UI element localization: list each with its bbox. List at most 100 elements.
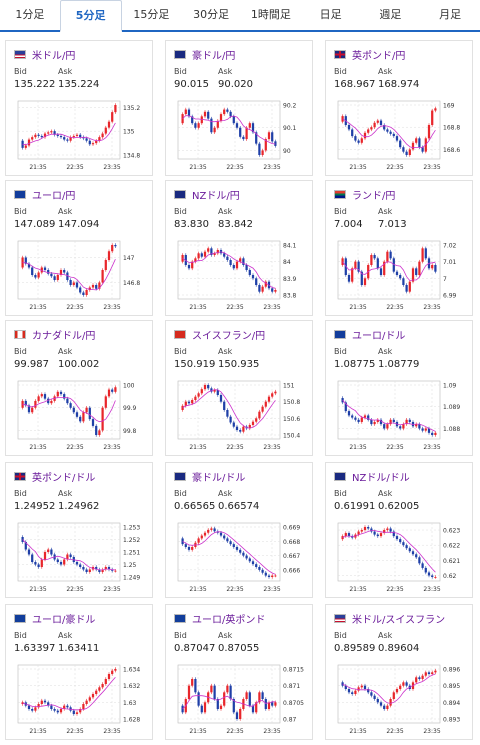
bid-value: 168.967 [334,79,376,90]
y-tick-label: 0.871 [283,683,300,690]
pair-name-link[interactable]: ランド/円 [352,190,396,202]
pair-name-link[interactable]: ユーロ/豪ドル [32,614,96,626]
pair-name-link[interactable]: ユーロ/ドル [352,330,406,342]
y-tick-label: 150.8 [283,399,300,406]
mini-candle-chart[interactable]: 100 99.9 99.8 21:35 22:35 23:35 [14,377,146,455]
candle-body [31,554,34,562]
candle-body [213,253,216,255]
rate-card[interactable]: ユーロ/円 Bid Ask 147.089 147.094 147 146.8 21:35 22… [5,180,153,316]
ask-label: Ask [378,489,393,498]
candle-body [40,700,43,704]
candle-body [392,531,395,537]
x-tick-label: 23:35 [263,164,280,171]
y-tick-label: 1.088 [443,426,460,433]
candle-body [418,557,421,564]
mini-candle-chart[interactable]: 1.634 1.632 1.63 1.628 21:35 22:35 23:35 [14,661,146,739]
candle-body [415,138,418,143]
rate-card[interactable]: 英ポンド/ドル Bid Ask 1.24952 1.24962 1.253 1.252 1.2… [5,462,153,598]
candle-body [347,275,351,282]
candle-body [242,136,245,140]
candle-body [402,682,405,686]
candle-body [184,109,187,115]
candle-body [264,699,267,709]
pair-name-link[interactable]: 英ポンド/円 [352,50,406,62]
y-tick-label: 83.9 [283,276,297,283]
bid-label: Bid [14,489,27,498]
candle-body [223,401,226,410]
mini-candle-chart[interactable]: 147 146.8 21:35 22:35 23:35 [14,237,146,315]
x-tick-label: 23:35 [103,728,120,735]
candle-body [418,424,421,429]
pair-name-link[interactable]: NZドル/円 [192,190,240,202]
rate-card[interactable]: ユーロ/豪ドル Bid Ask 1.63397 1.63411 1.634 1.632 1.6… [5,604,153,740]
y-tick-label: 146.8 [123,280,140,287]
tab-1hour[interactable]: 1時間足 [250,8,291,21]
rate-card[interactable]: ランド/円 Bid Ask 7.004 7.013 7.02 7.01 7 6.99 21:35 2… [325,180,473,316]
mini-candle-chart[interactable]: 0.623 0.622 0.621 0.62 21:35 22:35 23:35 [334,519,466,597]
candle-body [197,123,200,128]
pair-name-link[interactable]: ユーロ/円 [32,190,76,202]
mini-candle-chart[interactable]: 0.8715 0.871 0.8705 0.87 21:35 22:35 23:35 [174,661,306,739]
candle-body [411,142,415,150]
mini-candle-chart[interactable]: 151 150.8 150.6 150.4 21:35 22:35 23:35 [174,377,306,455]
ask-label: Ask [378,67,393,76]
pair-name-link[interactable]: 豪ドル/ドル [192,472,246,484]
mini-candle-chart[interactable]: 84.1 84 83.9 83.8 21:35 22:35 23:35 [174,237,306,315]
candle-body [219,395,223,402]
candle-body [261,569,264,573]
mini-candle-chart[interactable]: 0.896 0.895 0.894 0.893 21:35 22:35 23:35 [334,661,466,739]
tab-15min[interactable]: 15分足 [133,8,170,21]
rate-card[interactable]: ユーロ/英ポンド Bid Ask 0.87047 0.87055 0.8715 0.871 0… [165,604,313,740]
mini-candle-chart[interactable]: 90.2 90.1 90 21:35 22:35 23:35 [174,97,306,175]
pair-name-link[interactable]: スイスフラン/円 [192,330,266,342]
mini-candle-chart[interactable]: 135.2 135 134.8 21:35 22:35 23:35 [14,97,146,175]
pair-name-link[interactable]: 豪ドル/円 [192,50,236,62]
mini-candle-chart[interactable]: 1.253 1.252 1.251 1.25 1.249 21:35 22:35 23:35 [14,519,146,597]
pair-name-link[interactable]: カナダドル/円 [32,330,96,342]
rate-card[interactable]: 米ドル/円 Bid Ask 135.222 135.224 135.2 135 134.8 21… [5,40,153,176]
rate-card[interactable]: カナダドル/円 Bid Ask 99.987 100.002 100 99.9 99.8 21:… [5,320,153,456]
rate-card[interactable]: 豪ドル/ドル Bid Ask 0.66565 0.66574 0.669 0.668 0.66… [165,462,313,598]
candle-body [197,538,200,543]
bid-value: 99.987 [14,359,49,370]
pair-name-link[interactable]: 米ドル/スイスフラン [352,614,446,626]
candle-body [37,564,40,567]
y-tick-label: 135 [123,129,135,136]
rate-card[interactable]: スイスフラン/円 Bid Ask 150.919 150.935 151 150.8 150.… [165,320,313,456]
rate-card[interactable]: 米ドル/スイスフラン Bid Ask 0.89589 0.89604 0.896 0.895… [325,604,473,740]
candle-body [27,263,31,268]
tab-5min[interactable]: 5分足 [59,0,122,32]
candle-body [107,251,111,260]
rate-card[interactable]: NZドル/ドル Bid Ask 0.61991 0.62005 0.623 0.622 0.6… [325,462,473,598]
tab-30min[interactable]: 30分足 [193,8,230,21]
candle-body [431,265,434,269]
candle-body [383,424,386,429]
candle-body [360,685,363,688]
mini-candle-chart[interactable]: 1.09 1.089 1.088 21:35 22:35 23:35 [334,377,466,455]
rate-card[interactable]: NZドル/円 Bid Ask 83.830 83.842 84.1 84 83.9 83.8 21… [165,180,313,316]
candle-body [274,290,277,292]
pair-name-link[interactable]: 英ポンド/ドル [32,472,96,484]
mini-candle-chart[interactable]: 169 168.8 168.6 21:35 22:35 23:35 [334,97,466,175]
candle-body [50,400,53,404]
candle-body [431,672,434,674]
x-tick-label: 21:35 [189,444,206,451]
ask-label: Ask [58,347,73,356]
mini-candle-chart[interactable]: 7.02 7.01 7 6.99 21:35 22:35 23:35 [334,237,466,315]
y-tick-label: 0.622 [443,543,460,550]
mini-candle-chart[interactable]: 0.669 0.668 0.667 0.666 21:35 22:35 23:35 [174,519,306,597]
pair-name-link[interactable]: ユーロ/英ポンド [192,614,266,626]
tab-1min[interactable]: 1分足 [15,8,45,21]
tab-weekly[interactable]: 週足 [379,8,402,21]
tab-monthly[interactable]: 月足 [439,8,462,21]
pair-name-link[interactable]: 米ドル/円 [32,50,76,62]
candle-body [40,135,43,138]
candle-body [357,140,360,143]
rate-card[interactable]: 英ポンド/円 Bid Ask 168.967 168.974 169 168.8 168.6 2… [325,40,473,176]
pair-name-link[interactable]: NZドル/ドル [352,472,410,484]
rate-card[interactable]: 豪ドル/円 Bid Ask 90.015 90.020 90.2 90.1 90 21:35 22… [165,40,313,176]
candle-body [354,261,357,269]
candle-body [43,552,47,560]
tab-daily[interactable]: 日足 [319,8,342,21]
rate-card[interactable]: ユーロ/ドル Bid Ask 1.08775 1.08779 1.09 1.089 1.088… [325,320,473,456]
